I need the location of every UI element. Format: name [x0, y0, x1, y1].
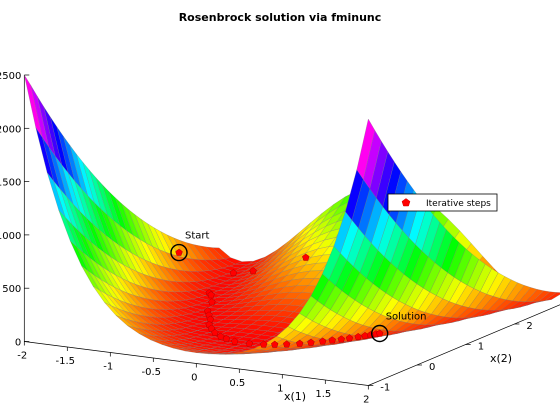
- x-tick-label: -2: [17, 351, 27, 362]
- y-tick-label: 1: [478, 342, 484, 353]
- iterative-step-marker: [337, 335, 345, 343]
- y-tick-label: 2: [526, 321, 532, 332]
- x-tick-label: -0.5: [142, 367, 162, 378]
- surface-patch: [356, 118, 375, 180]
- z-tick-label: 500: [2, 284, 21, 295]
- start-circle: [170, 243, 188, 262]
- iterative-step-marker: [354, 332, 362, 341]
- legend-box: [387, 193, 498, 212]
- surface-plot: [24, 74, 560, 355]
- axis-ticks: -2-1.5-1-0.500.511.52-101230500100015002…: [0, 71, 533, 406]
- start-label: Start: [185, 231, 210, 242]
- iterative-step-marker: [345, 334, 354, 342]
- legend-label: Iterative steps: [426, 199, 491, 209]
- x-tick-label: -1.5: [56, 356, 76, 367]
- y-tick-label: 0: [429, 362, 435, 373]
- z-tick-label: 2000: [0, 124, 21, 135]
- chart-title: Rosenbrock solution via fminunc: [179, 11, 382, 24]
- legend: Iterative steps: [387, 193, 498, 212]
- x-tick-label: 1.5: [315, 389, 331, 400]
- iterative-step-marker: [271, 340, 279, 348]
- iterative-step-marker: [222, 334, 231, 343]
- iterative-step-marker: [249, 267, 257, 275]
- iterative-step-marker: [217, 332, 225, 340]
- iterative-steps-series: [175, 248, 384, 348]
- iterative-step-marker: [229, 269, 238, 277]
- iterative-step-marker: [208, 298, 216, 306]
- x-tick-label: 1: [277, 384, 283, 395]
- x-tick-label: 2: [363, 395, 369, 406]
- iterative-step-marker: [259, 340, 268, 348]
- iterative-step-marker: [231, 337, 239, 345]
- legend-marker: [401, 198, 411, 207]
- x-tick-label: 0.5: [229, 378, 245, 389]
- z-tick-label: 1000: [0, 231, 21, 242]
- iterative-step-marker: [328, 336, 336, 344]
- iterative-step-marker: [376, 329, 384, 337]
- iterative-step-marker: [175, 248, 183, 256]
- y-tick-label: -1: [380, 383, 390, 394]
- iterative-step-marker: [302, 253, 310, 261]
- iterative-step-marker: [296, 339, 304, 347]
- iterative-step-marker: [307, 338, 315, 346]
- x-tick-label: -1: [103, 362, 113, 373]
- iterative-step-marker: [245, 339, 253, 347]
- z-tick-label: 0: [15, 338, 21, 349]
- iterative-step-marker: [283, 340, 291, 348]
- solution-circle: [371, 324, 389, 343]
- solution-label: Solution: [386, 312, 427, 323]
- z-tick-label: 2500: [0, 71, 21, 82]
- iterative-step-marker: [207, 291, 215, 299]
- iterative-step-marker: [319, 337, 327, 345]
- z-tick-label: 1500: [0, 178, 21, 189]
- iterative-step-marker: [211, 328, 219, 336]
- x-tick-label: 0: [191, 373, 197, 384]
- y-axis-label: x(2): [490, 352, 512, 365]
- annotations: Start Solution: [170, 231, 427, 343]
- x-axis-label: x(1): [284, 390, 306, 403]
- y-axis-line: [368, 304, 560, 386]
